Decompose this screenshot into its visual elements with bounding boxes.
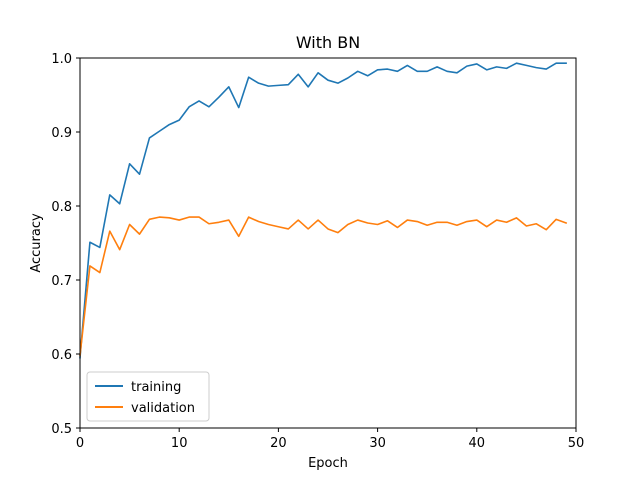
legend-label-validation: validation	[131, 401, 195, 416]
x-tick-label: 20	[270, 436, 287, 451]
x-tick-label: 10	[171, 436, 188, 451]
x-axis-label: Epoch	[308, 456, 348, 471]
y-tick-label: 0.9	[51, 126, 72, 141]
y-tick-label: 0.7	[51, 274, 72, 289]
y-tick-label: 0.5	[51, 422, 72, 437]
y-axis-label: Accuracy	[29, 213, 44, 273]
legend-box	[86, 371, 210, 422]
legend: training validation	[86, 371, 210, 422]
y-tick-label: 0.8	[51, 200, 72, 215]
x-tick-label: 50	[568, 436, 585, 451]
y-axis-ticks: 0.5 0.6 0.7 0.8 0.9 1.0	[51, 52, 80, 437]
legend-label-training: training	[131, 380, 181, 395]
series-line-validation	[79, 216, 568, 357]
series-layer	[79, 62, 568, 359]
x-axis-ticks: 0 10 20 30 40 50	[76, 428, 584, 451]
plot-frame	[79, 57, 577, 429]
y-tick-label: 0.6	[51, 348, 72, 363]
chart-title: With BN	[296, 33, 360, 52]
x-tick-label: 40	[469, 436, 486, 451]
y-tick-label: 1.0	[51, 52, 72, 67]
x-tick-label: 30	[369, 436, 386, 451]
x-tick-label: 0	[76, 436, 84, 451]
series-line-training	[79, 62, 567, 359]
